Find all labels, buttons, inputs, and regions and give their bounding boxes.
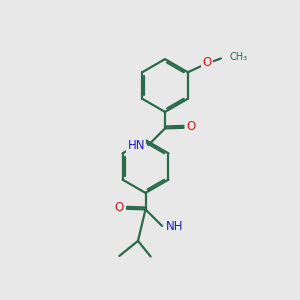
Text: O: O xyxy=(203,56,212,70)
Text: O: O xyxy=(187,120,196,133)
Text: NH: NH xyxy=(166,220,183,233)
Text: O: O xyxy=(115,201,124,214)
Text: HN: HN xyxy=(128,139,145,152)
Text: CH₃: CH₃ xyxy=(230,52,248,62)
